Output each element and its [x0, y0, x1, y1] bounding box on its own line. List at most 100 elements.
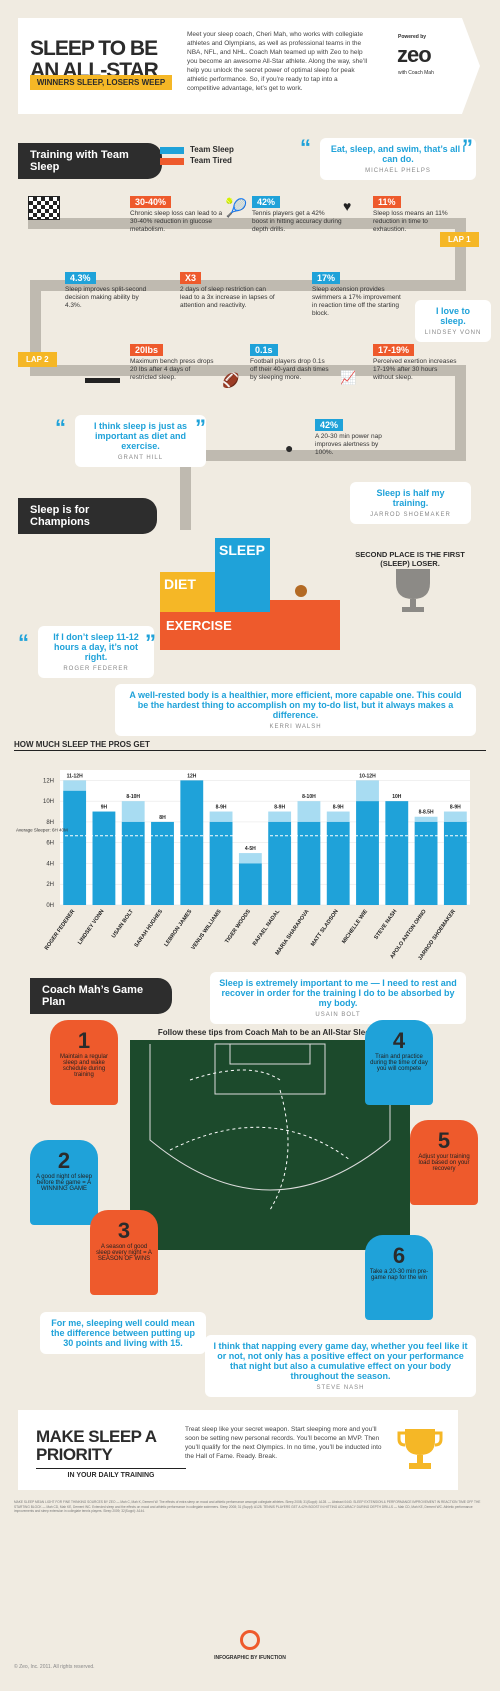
track-curve-left-2 — [180, 450, 191, 530]
tab-sleep-is-for-champions: Sleep is for Champions — [18, 498, 157, 534]
jersey-2-text: A good night of sleep before the game = … — [35, 1174, 93, 1192]
chart-average-label: Average Sleeper: 6H 40M — [16, 828, 68, 833]
jersey-6: 6 Take a 20-30 min pre-game nap for the … — [365, 1235, 433, 1320]
chart-bar — [268, 821, 292, 905]
stat-9-text: Perceived exertion increases 17-19% afte… — [373, 358, 457, 381]
quote-shoemaker-by: JARROD SHOEMAKER — [370, 512, 451, 518]
chart-data-label: 8-9H — [274, 805, 285, 811]
with-coach: with Coach Mah — [398, 70, 434, 76]
quote-phelps-by: MICHAEL PHELPS — [365, 168, 431, 174]
stat-9: 17-19% Perceived exertion increases 17-1… — [373, 340, 458, 382]
podium-side — [270, 600, 340, 650]
heartbeat-icon: ♥ — [343, 198, 352, 214]
chart-bar-range — [326, 811, 350, 822]
stat-7: 20lbs Maximum bench press drops 20 lbs a… — [130, 340, 215, 382]
track-curve-left — [30, 280, 41, 375]
jersey-1-number: 1 — [77, 1028, 91, 1053]
stat-6-tag: 17% — [312, 272, 341, 284]
chart-bar-range — [356, 780, 379, 802]
jersey-3-text: A season of good sleep every night = A S… — [96, 1244, 152, 1262]
quote-vonn: I love to sleep. LINDSEY VONN — [415, 300, 491, 342]
quote-walsh: A well-rested body is a healthier, more … — [115, 684, 476, 736]
podium-third: EXERCISE — [160, 612, 270, 650]
chart-bar — [63, 790, 87, 905]
quote-mark-open-3: “ — [18, 630, 29, 655]
chart-category-label: MARIA SHARAPOVA — [275, 909, 311, 957]
stat-8-tag: 0.1s — [250, 344, 278, 356]
chart-bar — [238, 863, 262, 905]
stat-2-tag: 42% — [252, 196, 281, 208]
chart-data-label: 8-8.5H — [419, 810, 434, 816]
chart-ytick-label: 12H — [43, 778, 54, 784]
chart-category-label: STEVE NASH — [373, 909, 398, 941]
quote-bolt-text: Sleep is extremely important to me — I n… — [219, 978, 457, 1008]
chart-data-label: 8-9H — [450, 805, 461, 811]
chart-data-label: 8-9H — [333, 805, 344, 811]
pros-sleep-chart: 0H 2H 4H 6H 8H 10H 12H 11-12H ROGER FEDERER 9H LIN… — [16, 770, 470, 960]
chart-category-label: LINDSEY VONN — [77, 909, 106, 946]
trophy-icon — [397, 1429, 443, 1469]
quote-vonn-by: LINDSEY VONN — [424, 330, 482, 336]
stat-4: 4.3% Sleep improves split-second decisio… — [65, 268, 155, 310]
chart-bar-range — [268, 811, 292, 822]
tab-training-with-team-sleep: Training with Team Sleep — [18, 143, 162, 179]
quote-phelps-text: Eat, sleep, and swim, that’s all I can d… — [330, 144, 466, 164]
jersey-5: 5 Adjust your training load based on you… — [410, 1120, 478, 1205]
stat-6-text: Sleep extension provides swimmers a 17% … — [312, 286, 401, 317]
chart-ytick-label: 10H — [43, 799, 54, 805]
chart-bar-range — [297, 801, 321, 822]
jersey-6-number: 6 — [392, 1243, 406, 1268]
footer-credit: INFOGRAPHIC BY IFUNCTION — [214, 1655, 286, 1661]
quote-bolt-by: USAIN BOLT — [315, 1012, 361, 1018]
quote-hill: I think sleep is just as important as di… — [75, 415, 206, 467]
legend-sleep-swatch — [160, 147, 184, 154]
chart-bar — [297, 821, 321, 905]
priority-title: MAKE SLEEP A PRIORITY — [36, 1427, 156, 1464]
chart-data-label: 8H — [159, 815, 166, 821]
chart-data-label: 10H — [392, 794, 402, 800]
quote-bolt: Sleep is extremely important to me — I n… — [210, 972, 466, 1024]
quote-federer-by: ROGER FEDERER — [63, 666, 129, 672]
chart-bar-range — [414, 816, 438, 822]
stat-10: 42% A 20-30 min power nap improves alert… — [315, 415, 395, 457]
stat-8-text: Football players drop 0.1s off their 40-… — [250, 358, 329, 381]
quote-walsh-text: A well-rested body is a healthier, more … — [129, 690, 462, 720]
header-corner-fold — [462, 18, 482, 114]
quote-vonn-text: I love to sleep. — [435, 306, 470, 326]
trophy-cup-icon — [396, 569, 430, 612]
stat-4-text: Sleep improves split-second decision mak… — [65, 286, 147, 309]
legend-sleep-label: Team Sleep — [190, 145, 234, 154]
chart-up-icon: 📈 — [340, 370, 357, 385]
stat-3-text: Sleep loss means an 11% reduction in tim… — [373, 210, 448, 233]
priority-card — [18, 1410, 458, 1490]
quote-nash-by: STEVE NASH — [316, 1385, 365, 1391]
quote-hill-text: I think sleep is just as important as di… — [93, 421, 188, 451]
chart-bar — [443, 821, 467, 905]
quote-phelps: Eat, sleep, and swim, that’s all I can d… — [320, 138, 476, 180]
stat-7-tag: 20lbs — [130, 344, 164, 356]
footer-sources: MAKE SLEEP MEAN LIGHT FOR FINE THINKING … — [14, 1500, 481, 1513]
second-place-text: SECOND PLACE IS THE FIRST (SLEEP) LOSER. — [355, 550, 465, 568]
chart-data-label: 4-5H — [245, 846, 256, 852]
stat-6: 17% Sleep extension provides swimmers a … — [312, 268, 407, 318]
stat-2: 42% Tennis players get a 42% boost in hi… — [252, 192, 342, 234]
footer-copyright: © Zeo, Inc. 2011. All rights reserved. — [14, 1664, 95, 1670]
intro-text: Meet your sleep coach, Cheri Mah, who wo… — [187, 31, 368, 92]
lap-2-flag: LAP 2 — [18, 352, 57, 367]
tagline-banner: WINNERS SLEEP, LOSERS WEEP — [30, 75, 172, 90]
barbell-icon — [85, 378, 120, 383]
medal-icon — [295, 585, 307, 597]
chart-bar — [92, 811, 116, 905]
quote-mark-open-2: “ — [55, 415, 66, 440]
header-card — [18, 18, 482, 114]
legend-tired-swatch — [160, 158, 184, 165]
chart-category-label: VENUS WILLIAMS — [190, 908, 222, 951]
chart-category-label: ROGER FEDERER — [44, 909, 76, 952]
chart-bar-range — [443, 811, 467, 822]
stat-10-text: A 20-30 min power nap improves alertness… — [315, 433, 382, 456]
basketball-court — [130, 1040, 410, 1250]
stat-5-tag: X3 — [180, 272, 202, 284]
jersey-5-text: Adjust your training load based on your … — [418, 1154, 470, 1172]
chart-bar — [209, 821, 233, 905]
jersey-3-number: 3 — [117, 1218, 131, 1243]
